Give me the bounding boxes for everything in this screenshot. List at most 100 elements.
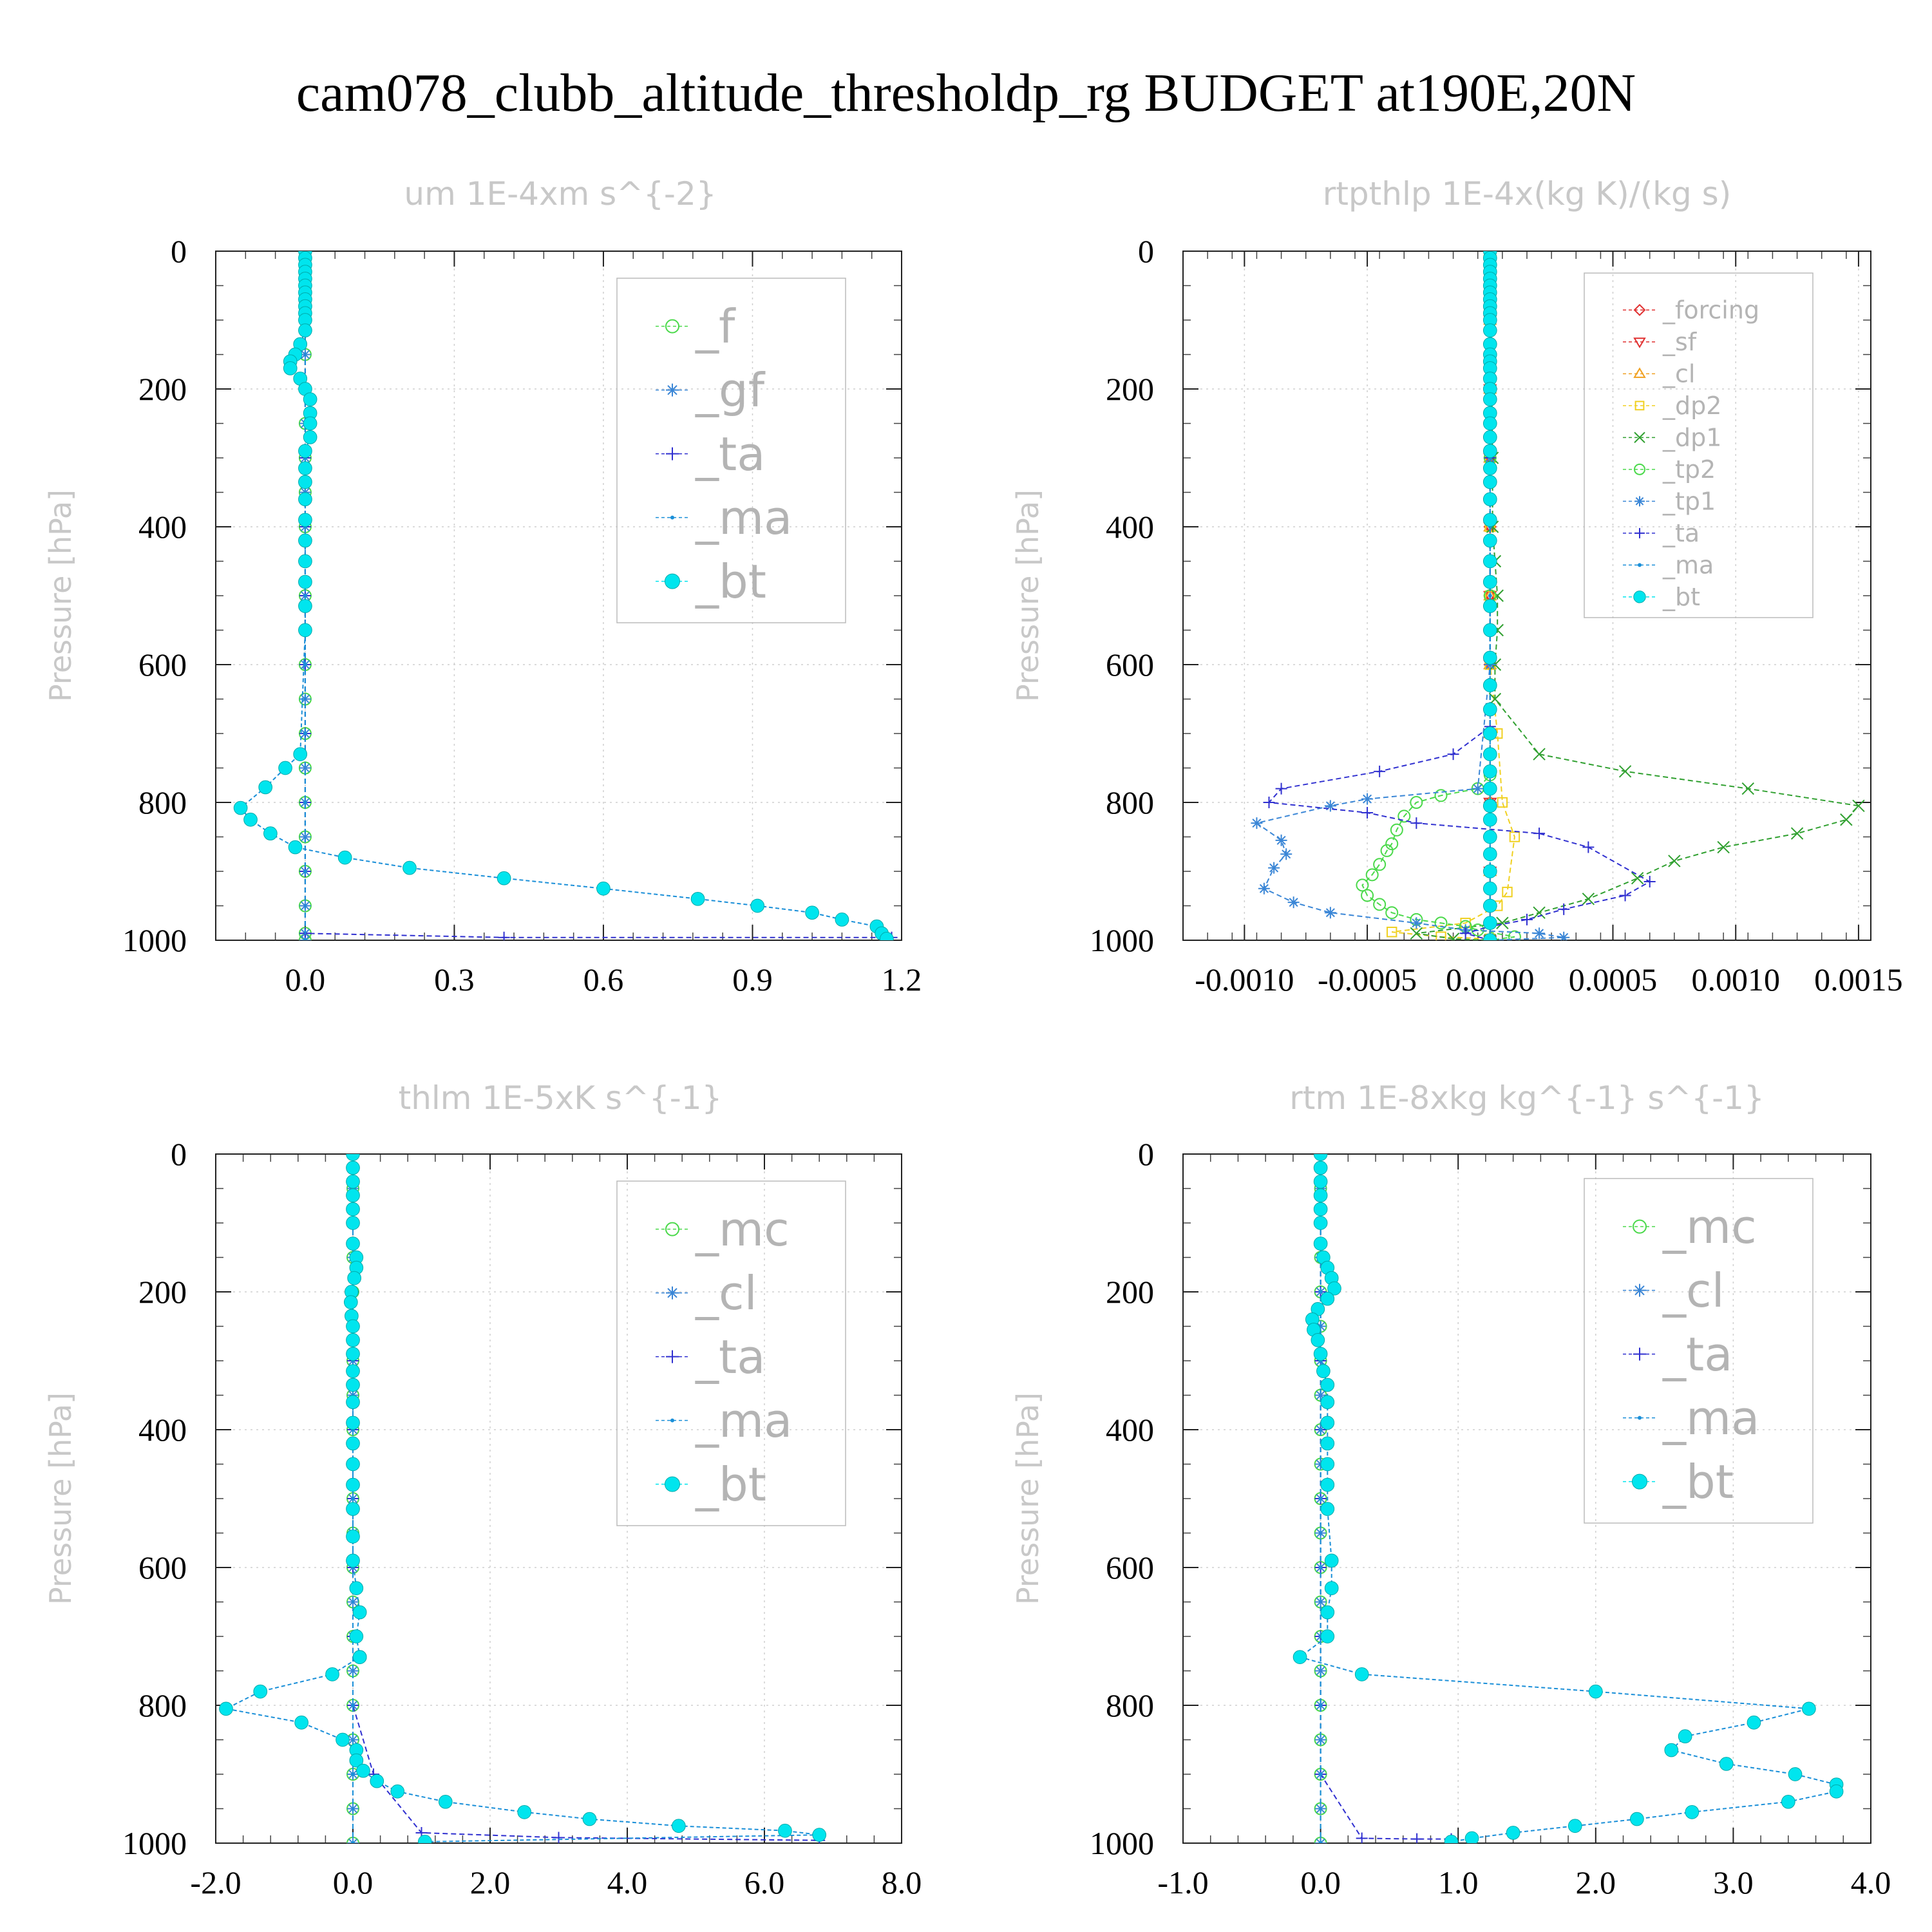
data-point	[233, 800, 248, 815]
data-point	[351, 1703, 355, 1707]
series-markers-bt	[233, 251, 894, 940]
data-point	[1482, 781, 1497, 796]
data-point	[278, 761, 292, 775]
data-point	[1630, 1812, 1644, 1826]
data-point	[303, 392, 317, 406]
y-tick-label: 800	[1106, 1687, 1154, 1723]
data-point	[343, 1295, 358, 1309]
legend-box	[1584, 1178, 1814, 1524]
y-tick-label: 1000	[122, 1825, 187, 1861]
data-point	[1324, 800, 1336, 812]
y-tick-label: 0	[171, 1136, 187, 1172]
y-tick-label: 0	[1138, 233, 1154, 269]
data-point	[1313, 1216, 1328, 1230]
data-point	[1717, 840, 1730, 854]
data-point	[346, 1364, 360, 1378]
series-layer	[219, 1154, 827, 1843]
data-point	[1788, 1767, 1803, 1781]
plot-frame	[1182, 1153, 1871, 1844]
panel-title: rtm 1E-8xkg kg^{-1} s^{-1}	[1289, 1079, 1765, 1117]
data-point	[303, 938, 307, 940]
data-point	[303, 430, 317, 444]
legend-label: _cl	[1662, 1264, 1725, 1318]
y-tick-label: 600	[138, 647, 187, 683]
data-point	[1482, 513, 1497, 527]
data-point	[1459, 927, 1472, 940]
data-point	[1506, 1826, 1520, 1840]
data-point	[1482, 392, 1497, 406]
legend-marker	[666, 383, 679, 397]
x-tick-label: 0.0015	[1814, 961, 1903, 998]
data-point	[346, 1457, 360, 1472]
data-point	[346, 1216, 360, 1230]
legend-label: _ma	[695, 1394, 792, 1448]
data-point	[1268, 862, 1280, 874]
data-point	[263, 826, 278, 841]
data-point	[498, 931, 510, 940]
panel-title: rtpthlp 1E-4x(kg K)/(kg s)	[1323, 175, 1731, 213]
data-point	[1318, 1290, 1323, 1294]
data-point	[582, 1812, 597, 1826]
data-point	[1464, 1831, 1479, 1843]
gridlines	[216, 251, 902, 941]
data-point	[351, 1841, 355, 1843]
legend-marker	[1633, 337, 1646, 348]
data-point	[1316, 1364, 1331, 1378]
data-point	[1482, 898, 1497, 913]
x-tick-label: 2.0	[1576, 1864, 1616, 1900]
plot-frame	[1182, 251, 1871, 941]
data-point	[1318, 1497, 1323, 1501]
data-point	[356, 1763, 370, 1778]
data-point	[835, 913, 849, 927]
x-tick-label: 3.0	[1713, 1864, 1754, 1900]
legend-label: _ta	[1662, 1327, 1732, 1381]
data-point	[402, 860, 417, 875]
legend: _mc _cl _ta _ma _bt	[616, 1180, 846, 1526]
data-point	[1320, 1605, 1335, 1620]
data-point	[303, 869, 307, 873]
y-tick-label: 800	[1106, 784, 1154, 820]
data-point	[1361, 889, 1374, 902]
legend-label: _tp2	[1662, 455, 1716, 484]
y-tick-label: 400	[1106, 509, 1154, 545]
legend-marker	[1634, 527, 1645, 538]
chart-panel-3: -2.0 0.0 2.0 4.0 6.0 8.0 0 200 400 600 800 1000 thlm…	[43, 1079, 922, 1900]
data-point	[1320, 1477, 1335, 1492]
data-point	[497, 871, 511, 886]
data-point	[1313, 1202, 1328, 1217]
x-tick-label: 0.9	[732, 961, 773, 998]
series-markers-tp2	[1356, 251, 1521, 940]
data-point	[346, 1333, 360, 1347]
chart-panel-2: -0.0010 -0.0005 0.0000 0.0005 0.0010 0.0015 0 2…	[1010, 175, 1903, 998]
legend-marker	[1632, 1473, 1647, 1490]
data-point	[880, 932, 894, 940]
data-point	[1318, 1841, 1323, 1843]
x-tick-label: 0.0000	[1446, 961, 1535, 998]
y-tick-label: 800	[138, 1687, 187, 1723]
series-line-ta	[1267, 251, 1651, 940]
data-point	[303, 800, 307, 804]
y-tick-label: 1000	[122, 922, 187, 958]
data-point	[1320, 1378, 1335, 1392]
data-point	[1741, 782, 1754, 795]
data-point	[346, 1395, 360, 1410]
data-point	[298, 623, 312, 638]
data-point	[219, 1701, 233, 1716]
series-markers-dp2	[1387, 251, 1520, 940]
legend: _mc _cl _ta _ma _bt	[1584, 1178, 1814, 1524]
y-axis-label: Pressure [hPa]	[1010, 489, 1045, 702]
data-point	[299, 762, 311, 774]
legend-label: _ma	[1662, 1391, 1759, 1445]
data-point	[1482, 881, 1497, 896]
data-point	[1385, 906, 1399, 920]
data-point	[1275, 782, 1287, 795]
data-point	[1619, 889, 1631, 902]
legend-label: _ma	[695, 491, 792, 545]
data-point	[1320, 1416, 1335, 1430]
y-tick-label: 200	[138, 1274, 187, 1310]
y-tick-label: 600	[1106, 1549, 1154, 1586]
data-point	[1582, 841, 1595, 853]
data-point	[346, 1477, 360, 1492]
data-point	[303, 732, 307, 735]
data-point	[1373, 898, 1387, 911]
